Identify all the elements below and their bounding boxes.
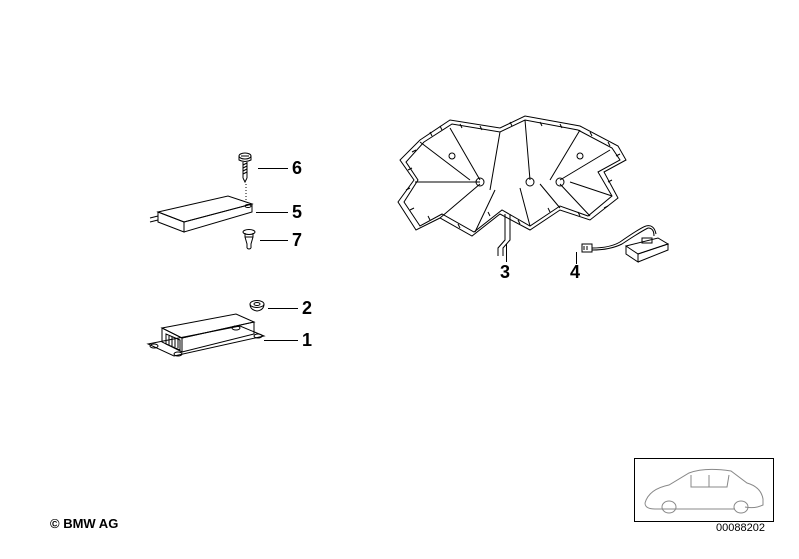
part-clip	[240, 228, 258, 250]
alignment-line	[244, 184, 248, 202]
callout-2: 2	[302, 298, 312, 319]
callout-1: 1	[302, 330, 312, 351]
callout-6: 6	[292, 158, 302, 179]
part-screw	[236, 152, 254, 186]
callout-5: 5	[292, 202, 302, 223]
copyright-text: © BMW AG	[50, 516, 118, 531]
thumbnail-box	[634, 458, 774, 522]
leader-5	[256, 212, 288, 213]
callout-3: 3	[500, 262, 510, 283]
diagram-canvas: 1 2 3 4 5 6 7 00088202 © BMW AG	[0, 0, 799, 559]
leader-1	[264, 340, 298, 341]
part-number: 00088202	[716, 522, 765, 534]
leader-7	[260, 240, 288, 241]
callout-7: 7	[292, 230, 302, 251]
part-grommet	[246, 298, 268, 316]
leader-2	[268, 308, 298, 309]
part-connector	[580, 220, 670, 270]
leader-3	[506, 244, 507, 262]
leader-6	[258, 168, 288, 169]
thumbnail-car-icon	[635, 459, 773, 521]
callout-4: 4	[570, 262, 580, 283]
